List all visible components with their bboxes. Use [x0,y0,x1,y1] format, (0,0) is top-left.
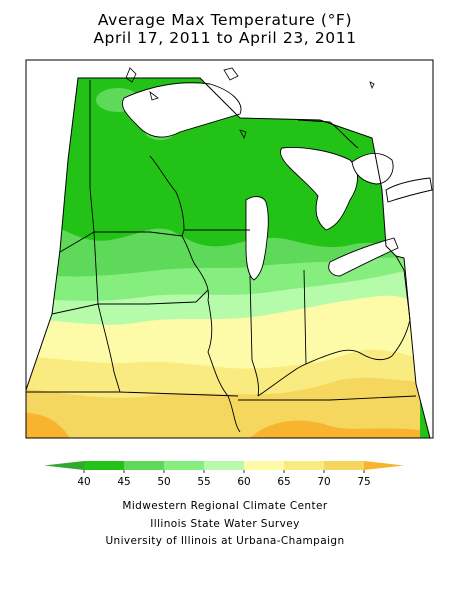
lake-huron [279,147,358,231]
legend-swatch [284,461,324,470]
border-indiana-ohio [303,269,307,365]
border-iowa-illinois [181,235,209,301]
legend-tick-label: 60 [237,476,250,488]
legend-tick-label: 40 [77,476,90,488]
border-ohio-river [257,349,393,397]
legend-swatch [364,461,404,470]
border-illinois-missouri [207,299,241,433]
legend-tick-label: 50 [157,476,170,488]
lake-erie [328,237,399,277]
band-above-80-south [250,420,420,438]
border-upper-peninsula [297,119,359,149]
credit-line-1: Midwestern Regional Climate Center [122,500,328,512]
great-lakes [122,82,433,281]
border-wisconsin-minnesota [149,155,185,231]
legend-swatch [244,461,284,470]
band-above-80-west [26,412,70,438]
georgian-bay [351,153,394,185]
map-title-line-2: April 17, 2011 to April 23, 2011 [93,29,357,47]
border-nebraska [51,303,99,315]
border-minnesota [89,80,185,237]
islands [125,67,375,140]
legend-ticks: 40 45 50 55 60 65 70 75 [77,470,371,488]
legend-swatch [124,461,164,470]
border-illinois-indiana [249,275,259,397]
region-outline [25,77,431,439]
border-pennsylvania [395,255,411,321]
legend-tick-label: 75 [357,476,370,488]
island-3 [223,67,239,81]
lake-ontario [385,177,433,203]
legend-tick-label: 45 [117,476,130,488]
border-missouri-west [97,303,239,397]
legend-tick-label: 55 [197,476,210,488]
map-title-line-1: Average Max Temperature (°F) [97,11,353,29]
legend-swatch [84,461,124,470]
legend-swatch [204,461,244,470]
legend-tick-label: 65 [277,476,290,488]
lake-michigan [245,196,269,281]
island-2 [149,91,159,101]
border-ohio-wv [391,319,411,357]
legend-swatch [324,461,364,470]
border-kentucky-tennessee [238,395,417,401]
lake-superior [122,82,242,138]
credit-line-3: University of Illinois at Urbana-Champai… [105,535,345,547]
island-1 [125,67,137,83]
state-boundaries [26,80,417,433]
legend-swatch [164,461,204,470]
credit-line-2: Illinois State Water Survey [150,518,300,530]
island-5 [369,81,375,90]
border-iowa-south [93,231,209,305]
border-nd-sd [59,231,95,253]
legend-tick-label: 70 [317,476,330,488]
island-4 [239,129,247,140]
legend-swatches [44,461,404,470]
legend-swatch [44,461,84,470]
